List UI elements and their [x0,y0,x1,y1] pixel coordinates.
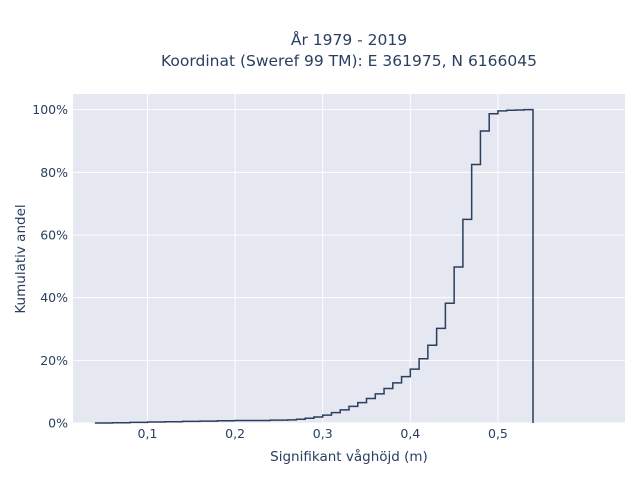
y-tick-label: 80% [40,165,68,180]
x-axis-title: Signifikant våghöjd (m) [270,448,428,465]
y-tick-label: 40% [40,290,68,305]
y-tick-label: 20% [40,353,68,368]
chart-title-line-2: Koordinat (Sweref 99 TM): E 361975, N 61… [161,52,537,70]
series-step-line [94,108,534,424]
x-tick-label: 0,5 [488,426,508,441]
x-tick-label: 0,4 [400,426,420,441]
y-tick-label: 60% [40,228,68,243]
chart-title-line-1: År 1979 - 2019 [291,30,407,49]
y-tick-label: 0% [48,416,68,431]
y-tick-label: 100% [32,102,68,117]
y-axis-title: Kumulativ andel [13,204,29,313]
x-tick-label: 0,3 [313,426,333,441]
axis-ticks: 0,1 0,2 0,3 0,4 0,5 0% 20% 40% 60% 80% 100% [32,102,508,441]
plot-area [73,94,625,423]
x-tick-label: 0,1 [138,426,158,441]
x-tick-label: 0,2 [225,426,245,441]
